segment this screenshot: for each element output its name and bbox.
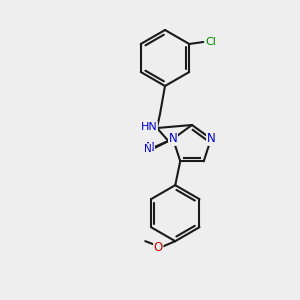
- Text: O: O: [154, 241, 163, 254]
- Text: N: N: [207, 132, 215, 145]
- Text: N: N: [169, 132, 177, 145]
- Text: HN: HN: [141, 122, 158, 132]
- Text: N: N: [144, 144, 152, 154]
- Text: N: N: [146, 141, 154, 154]
- Text: Cl: Cl: [206, 37, 217, 47]
